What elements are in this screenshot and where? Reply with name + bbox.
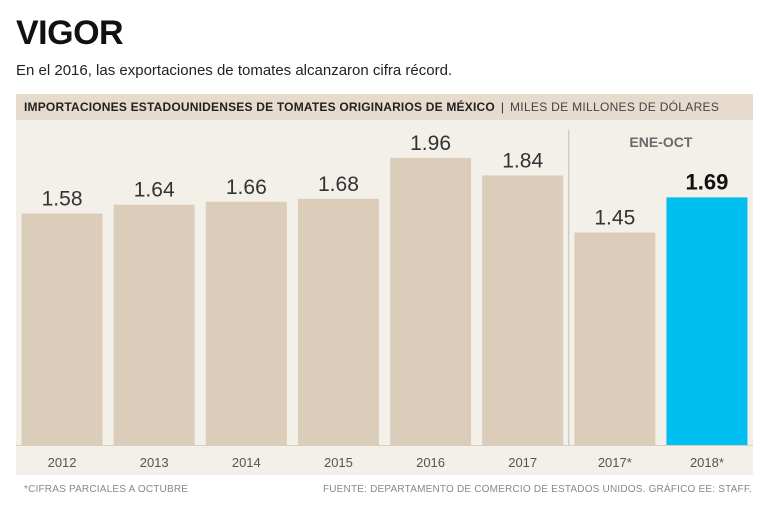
chart-title: IMPORTACIONES ESTADOUNIDENSES DE TOMATES…: [24, 100, 495, 114]
value-label-2016: 1.96: [410, 132, 451, 155]
x-tick-2014: 2014: [232, 455, 261, 470]
value-label-2014: 1.66: [226, 176, 267, 199]
value-label-2017: 1.84: [502, 149, 543, 172]
bar-2014: [205, 201, 287, 445]
x-tick-2015: 2015: [324, 455, 353, 470]
x-tick-2012: 2012: [48, 455, 77, 470]
page-title: VIGOR: [16, 14, 124, 52]
value-label-2017*: 1.45: [594, 207, 635, 230]
bar-2017*: [574, 232, 656, 445]
value-label-2018*: 1.69: [686, 169, 729, 194]
chart-header: IMPORTACIONES ESTADOUNIDENSES DE TOMATES…: [16, 94, 753, 120]
bar-2015: [297, 198, 379, 445]
bar-chart: ENE-OCT 1.58 2012 1.64 2013 1.66 2014 1.68 2015 1…: [16, 130, 753, 470]
bar-2013: [113, 204, 195, 445]
value-label-2013: 1.64: [134, 179, 175, 202]
chart-panel: ENE-OCT 1.58 2012 1.64 2013 1.66 2014 1.68 2015 1…: [16, 120, 753, 475]
x-tick-2013: 2013: [140, 455, 169, 470]
source-credit: FUENTE: DEPARTAMENTO DE COMERCIO DE ESTA…: [322, 484, 752, 495]
x-tick-2017*: 2017*: [598, 455, 632, 470]
value-label-2015: 1.68: [318, 173, 359, 196]
x-tick-2017: 2017: [508, 455, 537, 470]
bar-2012: [21, 213, 103, 445]
section-label: ENE-OCT: [629, 134, 692, 150]
header-separator: |: [500, 100, 505, 114]
x-tick-2018*: 2018*: [690, 455, 724, 470]
footnote: *CIFRAS PARCIALES A OCTUBRE: [24, 484, 189, 495]
value-label-2012: 1.58: [42, 188, 83, 211]
bar-2017: [482, 175, 564, 445]
page-subtitle: En el 2016, las exportaciones de tomates…: [16, 62, 453, 79]
chart-unit: MILES DE MILLONES DE DÓLARES: [510, 100, 720, 114]
bar-2016: [390, 157, 472, 445]
bar-2018*: [666, 197, 748, 445]
x-tick-2016: 2016: [416, 455, 445, 470]
